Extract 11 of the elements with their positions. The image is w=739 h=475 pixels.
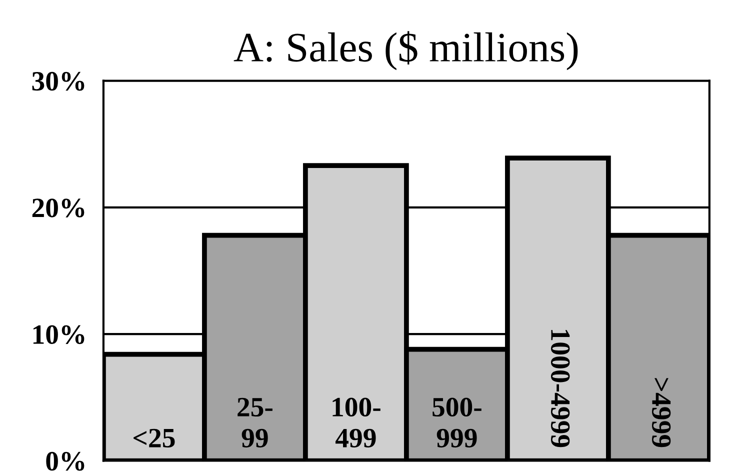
y-tick-label: 0% [46,452,84,471]
x-tick-label: 25- 99 [238,398,272,448]
x-tick-label: 100- 499 [332,398,380,448]
y-tick-label: 30% [32,72,84,91]
x-tick-label: <25 [134,428,175,448]
y-tick-label: 10% [33,325,84,344]
chart-title: A: Sales ($ millions) [234,31,578,70]
x-tick-label: >4999 [652,378,671,448]
y-tick-label: 20% [32,198,84,218]
x-tick-label: 500- 999 [432,398,482,448]
x-tick-label: 1000-4999 [550,330,570,448]
